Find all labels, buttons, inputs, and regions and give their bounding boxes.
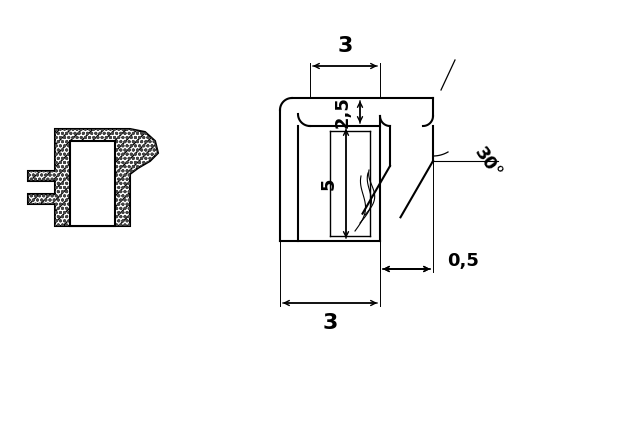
Polygon shape bbox=[28, 129, 158, 226]
Text: 5: 5 bbox=[320, 177, 338, 190]
Text: 2,5: 2,5 bbox=[334, 96, 352, 128]
Text: 0,5: 0,5 bbox=[447, 252, 479, 270]
Text: 3: 3 bbox=[338, 36, 353, 56]
Text: 30°: 30° bbox=[471, 144, 505, 182]
Text: 3: 3 bbox=[322, 313, 338, 333]
Polygon shape bbox=[70, 141, 115, 226]
